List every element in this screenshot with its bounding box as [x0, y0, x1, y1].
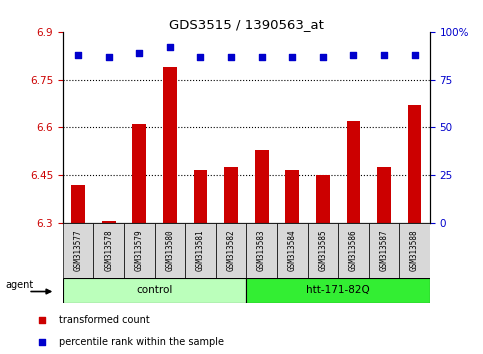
Point: [227, 54, 235, 59]
Bar: [93, 223, 124, 278]
Bar: [155, 223, 185, 278]
Bar: [246, 278, 430, 303]
Text: GSM313583: GSM313583: [257, 230, 266, 271]
Text: GSM313580: GSM313580: [165, 230, 174, 271]
Text: GSM313584: GSM313584: [288, 230, 297, 271]
Text: GSM313588: GSM313588: [410, 230, 419, 271]
Point: [288, 54, 296, 59]
Bar: [338, 223, 369, 278]
Point: [38, 339, 45, 345]
Bar: [132, 124, 146, 223]
Bar: [255, 150, 269, 223]
Point: [319, 54, 327, 59]
Text: GSM313581: GSM313581: [196, 230, 205, 271]
Point: [197, 54, 204, 59]
Bar: [224, 167, 238, 223]
Bar: [63, 278, 246, 303]
Point: [38, 317, 45, 323]
Text: percentile rank within the sample: percentile rank within the sample: [59, 337, 224, 347]
Bar: [346, 121, 360, 223]
Bar: [285, 171, 299, 223]
Bar: [216, 223, 246, 278]
Point: [258, 54, 266, 59]
Text: GSM313579: GSM313579: [135, 230, 144, 271]
Text: GSM313577: GSM313577: [73, 230, 83, 271]
Bar: [316, 175, 330, 223]
Bar: [408, 105, 422, 223]
Bar: [63, 223, 93, 278]
Bar: [377, 167, 391, 223]
Bar: [277, 223, 308, 278]
Point: [411, 52, 418, 58]
Title: GDS3515 / 1390563_at: GDS3515 / 1390563_at: [169, 18, 324, 31]
Point: [105, 54, 113, 59]
Bar: [163, 67, 177, 223]
Bar: [71, 185, 85, 223]
Point: [166, 44, 174, 50]
Point: [74, 52, 82, 58]
Point: [380, 52, 388, 58]
Bar: [124, 223, 155, 278]
Text: control: control: [136, 285, 173, 295]
Text: GSM313585: GSM313585: [318, 230, 327, 271]
Bar: [185, 223, 216, 278]
Text: agent: agent: [5, 280, 33, 290]
Point: [135, 50, 143, 56]
Bar: [399, 223, 430, 278]
Text: GSM313578: GSM313578: [104, 230, 113, 271]
Text: GSM313582: GSM313582: [227, 230, 236, 271]
Point: [350, 52, 357, 58]
Bar: [246, 223, 277, 278]
Bar: [102, 222, 115, 223]
Text: GSM313587: GSM313587: [380, 230, 388, 271]
Bar: [369, 223, 399, 278]
Text: GSM313586: GSM313586: [349, 230, 358, 271]
Text: transformed count: transformed count: [59, 315, 150, 325]
Bar: [194, 171, 207, 223]
Text: htt-171-82Q: htt-171-82Q: [306, 285, 370, 295]
Bar: [308, 223, 338, 278]
